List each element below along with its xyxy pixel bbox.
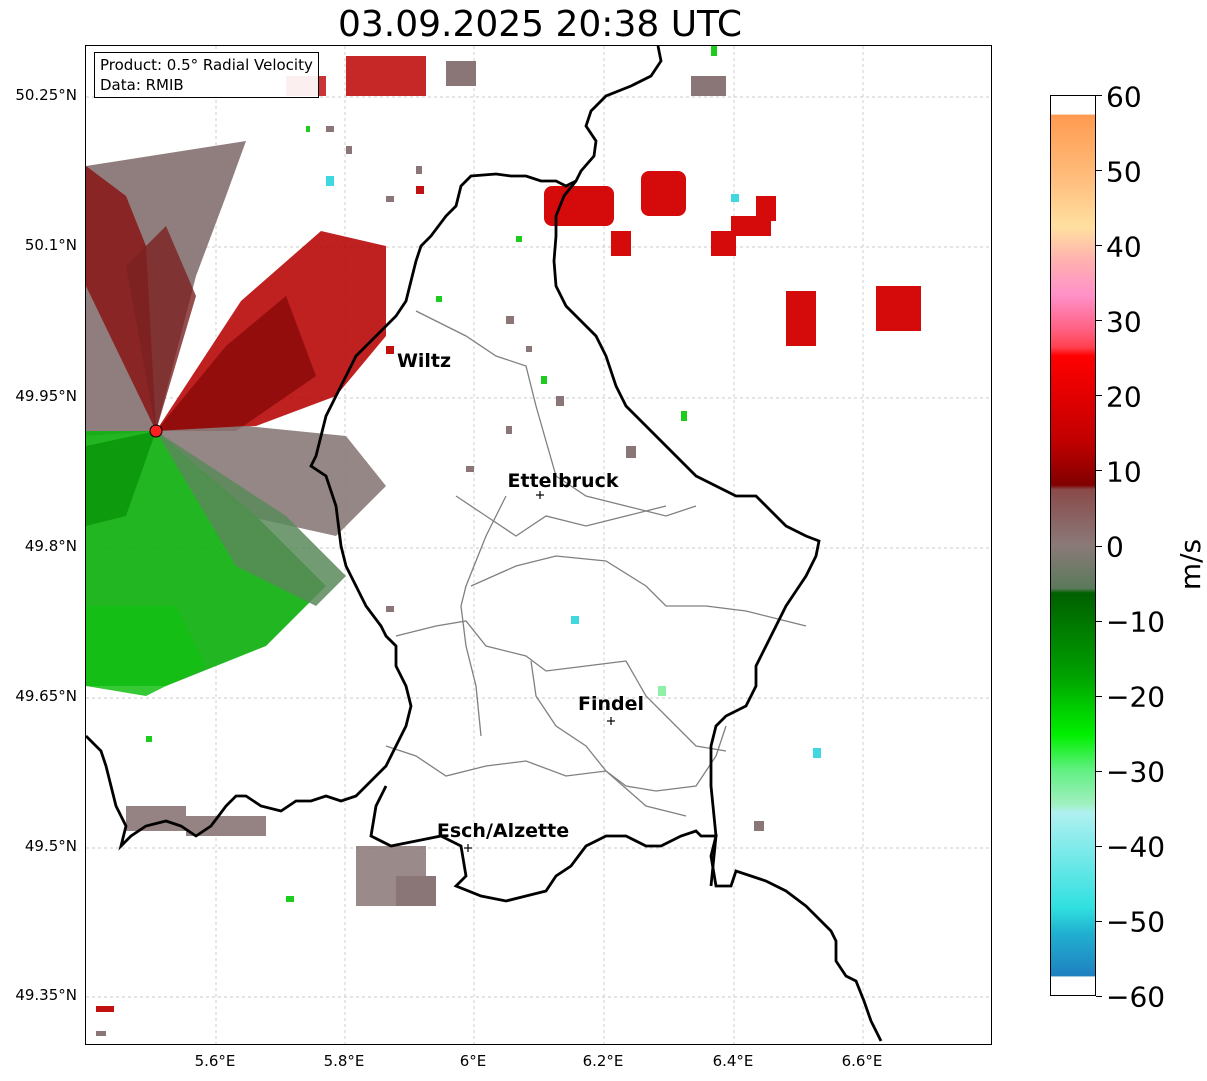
colorbar-tick-label: 10 bbox=[1106, 455, 1142, 489]
lon-tick-label: 5.8°E bbox=[323, 1052, 365, 1070]
lon-tick-label: 6.4°E bbox=[712, 1052, 754, 1070]
city-markers bbox=[464, 491, 615, 852]
lat-tick-label: 50.25°N bbox=[15, 86, 77, 104]
lat-tick-label: 49.35°N bbox=[15, 986, 77, 1004]
lat-tick-label: 49.8°N bbox=[24, 537, 77, 555]
lat-tick-label: 50.1°N bbox=[24, 236, 77, 254]
map-title: 03.09.2025 20:38 UTC bbox=[337, 4, 743, 45]
colorbar-unit-label: m/s bbox=[1174, 538, 1207, 591]
radar-site-marker bbox=[149, 424, 163, 438]
colorbar-tick-label: 60 bbox=[1106, 80, 1142, 114]
lat-tick-label: 49.95°N bbox=[15, 387, 77, 405]
lon-tick-label: 5.6°E bbox=[194, 1052, 236, 1070]
colorbar-tick-label: 40 bbox=[1106, 230, 1142, 264]
colorbar-tick-label: 20 bbox=[1106, 380, 1142, 414]
velocity-colorbar bbox=[1050, 95, 1096, 996]
radar-map[interactable] bbox=[85, 45, 992, 1045]
colorbar-tick-label: −30 bbox=[1106, 755, 1166, 789]
lon-tick-label: 6.2°E bbox=[582, 1052, 624, 1070]
national-borders bbox=[86, 46, 883, 1042]
colorbar-tick-label: −20 bbox=[1106, 680, 1166, 714]
colorbar-tick-label: −40 bbox=[1106, 830, 1166, 864]
velocity-echoes bbox=[86, 46, 921, 1036]
data-source-label: Data: RMIB bbox=[100, 76, 184, 94]
colorbar-tick-label: −50 bbox=[1106, 905, 1166, 939]
lon-tick-label: 6°E bbox=[459, 1052, 487, 1070]
city-label-wiltz: Wiltz bbox=[396, 350, 452, 372]
city-label-esch-alzette: Esch/Alzette bbox=[436, 820, 570, 842]
lat-tick-label: 49.5°N bbox=[24, 837, 77, 855]
lat-tick-label: 49.65°N bbox=[15, 687, 77, 705]
city-label-findel: Findel bbox=[577, 693, 645, 715]
canton-boundaries bbox=[385, 310, 807, 817]
colorbar-tick-label: 0 bbox=[1106, 530, 1124, 564]
lon-tick-label: 6.6°E bbox=[841, 1052, 883, 1070]
city-label-ettelbruck: Ettelbruck bbox=[507, 470, 619, 492]
colorbar-tick-label: 30 bbox=[1106, 305, 1142, 339]
map-canvas bbox=[86, 46, 991, 1044]
product-info-box: Product: 0.5° Radial Velocity Data: RMIB bbox=[94, 52, 319, 98]
colorbar-tick-label: −10 bbox=[1106, 605, 1166, 639]
product-label: Product: 0.5° Radial Velocity bbox=[100, 56, 313, 74]
colorbar-tick-label: 50 bbox=[1106, 155, 1142, 189]
colorbar-tick-label: −60 bbox=[1106, 980, 1166, 1014]
